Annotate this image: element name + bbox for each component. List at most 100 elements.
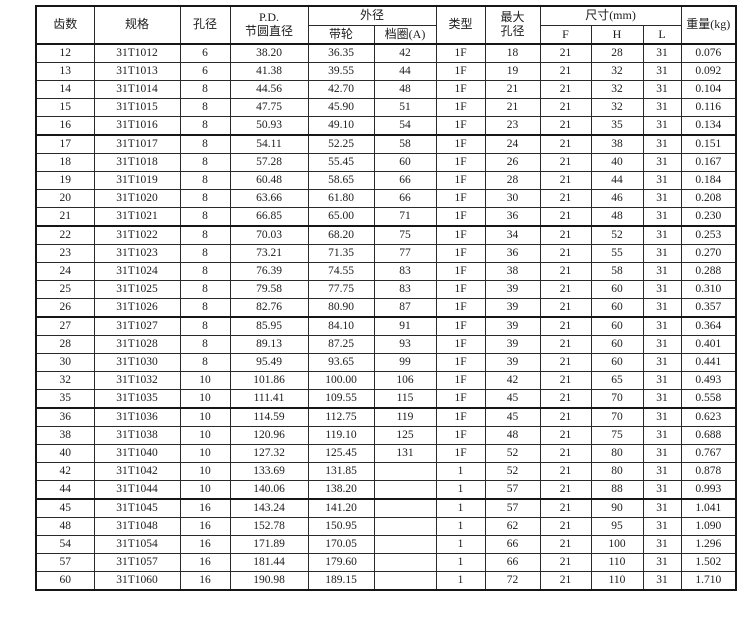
cell-l: 31: [642, 189, 682, 208]
cell-max_bore: 57: [484, 498, 541, 518]
cell-max_bore: 18: [484, 43, 541, 63]
cell-pd: 38.20: [229, 43, 309, 63]
cell-weight_kg: 0.076: [680, 43, 737, 63]
cell-weight_kg: 0.230: [680, 207, 737, 227]
cell-pd: 50.93: [229, 116, 309, 136]
cell-l: 31: [642, 171, 682, 190]
cell-f: 21: [539, 535, 592, 554]
cell-f: 21: [539, 171, 592, 190]
cell-pulley: 131.85: [307, 462, 375, 481]
table-row: 22 31T1022 8 70.03 68.20 75 1F 34 21 52 31 0.253: [35, 225, 737, 245]
cell-type: 1F: [435, 225, 486, 245]
cell-spec: 31T1013: [93, 62, 181, 81]
cell-h: 90: [590, 498, 644, 518]
cell-weight_kg: 0.558: [680, 389, 737, 409]
cell-teeth: 27: [35, 316, 95, 336]
cell-h: 60: [590, 280, 644, 299]
cell-l: 31: [642, 462, 682, 481]
cell-type: 1: [435, 517, 486, 536]
cell-bore: 8: [179, 80, 231, 99]
cell-pd: 85.95: [229, 316, 309, 336]
cell-bore: 10: [179, 480, 231, 500]
header-max-bore: 最大 孔径: [484, 5, 541, 45]
cell-pd: 73.21: [229, 244, 309, 263]
cell-f: 21: [539, 225, 592, 245]
cell-flange_a: 125: [373, 426, 437, 445]
cell-teeth: 13: [35, 62, 95, 81]
cell-l: 31: [642, 98, 682, 117]
cell-f: 21: [539, 43, 592, 63]
cell-h: 60: [590, 335, 644, 354]
cell-weight_kg: 0.767: [680, 444, 737, 463]
cell-type: 1F: [435, 80, 486, 99]
cell-pulley: 52.25: [307, 134, 375, 154]
table-body: 12 31T1012 6 38.20 36.35 42 1F 18 21 28 31 0.076 13 3…: [35, 43, 737, 591]
cell-type: 1: [435, 498, 486, 518]
cell-weight_kg: 0.208: [680, 189, 737, 208]
cell-max_bore: 39: [484, 316, 541, 336]
cell-type: 1F: [435, 62, 486, 81]
cell-flange_a: 58: [373, 134, 437, 154]
cell-teeth: 45: [35, 498, 95, 518]
cell-f: 21: [539, 244, 592, 263]
cell-spec: 31T1014: [93, 80, 181, 99]
cell-max_bore: 57: [484, 480, 541, 500]
cell-f: 21: [539, 189, 592, 208]
cell-h: 70: [590, 407, 644, 427]
cell-f: 21: [539, 316, 592, 336]
table-row: 45 31T1045 16 143.24 141.20 1 57 21 90 31 1.041: [35, 498, 737, 518]
cell-bore: 8: [179, 116, 231, 136]
cell-max_bore: 45: [484, 407, 541, 427]
cell-flange_a: 75: [373, 225, 437, 245]
cell-pulley: 141.20: [307, 498, 375, 518]
cell-spec: 31T1038: [93, 426, 181, 445]
cell-pulley: 65.00: [307, 207, 375, 227]
cell-pd: 152.78: [229, 517, 309, 536]
cell-max_bore: 72: [484, 571, 541, 591]
cell-flange_a: [373, 571, 437, 591]
cell-teeth: 44: [35, 480, 95, 500]
cell-max_bore: 30: [484, 189, 541, 208]
cell-weight_kg: 0.401: [680, 335, 737, 354]
cell-bore: 10: [179, 426, 231, 445]
table-row: 30 31T1030 8 95.49 93.65 99 1F 39 21 60 31 0.441: [35, 353, 737, 372]
cell-bore: 16: [179, 535, 231, 554]
cell-max_bore: 42: [484, 371, 541, 390]
cell-spec: 31T1024: [93, 262, 181, 281]
cell-weight_kg: 1.090: [680, 517, 737, 536]
cell-teeth: 42: [35, 462, 95, 481]
cell-teeth: 40: [35, 444, 95, 463]
cell-type: 1F: [435, 335, 486, 354]
cell-max_bore: 52: [484, 462, 541, 481]
cell-pd: 190.98: [229, 571, 309, 591]
cell-bore: 8: [179, 207, 231, 227]
cell-teeth: 22: [35, 225, 95, 245]
cell-f: 21: [539, 207, 592, 227]
cell-f: 21: [539, 517, 592, 536]
cell-l: 31: [642, 371, 682, 390]
cell-flange_a: 91: [373, 316, 437, 336]
cell-h: 60: [590, 353, 644, 372]
cell-teeth: 24: [35, 262, 95, 281]
cell-f: 21: [539, 353, 592, 372]
cell-f: 21: [539, 571, 592, 591]
cell-h: 95: [590, 517, 644, 536]
header-flange-a: 档圈(A): [373, 24, 437, 45]
cell-pulley: 93.65: [307, 353, 375, 372]
cell-pd: 95.49: [229, 353, 309, 372]
cell-l: 31: [642, 225, 682, 245]
cell-teeth: 15: [35, 98, 95, 117]
cell-pd: 114.59: [229, 407, 309, 427]
cell-max_bore: 19: [484, 62, 541, 81]
cell-f: 21: [539, 280, 592, 299]
cell-l: 31: [642, 535, 682, 554]
cell-l: 31: [642, 62, 682, 81]
table-row: 54 31T1054 16 171.89 170.05 1 66 21 100 31 1.296: [35, 535, 737, 554]
cell-f: 21: [539, 298, 592, 318]
cell-l: 31: [642, 407, 682, 427]
cell-l: 31: [642, 553, 682, 572]
cell-pulley: 80.90: [307, 298, 375, 318]
cell-teeth: 16: [35, 116, 95, 136]
cell-max_bore: 39: [484, 353, 541, 372]
